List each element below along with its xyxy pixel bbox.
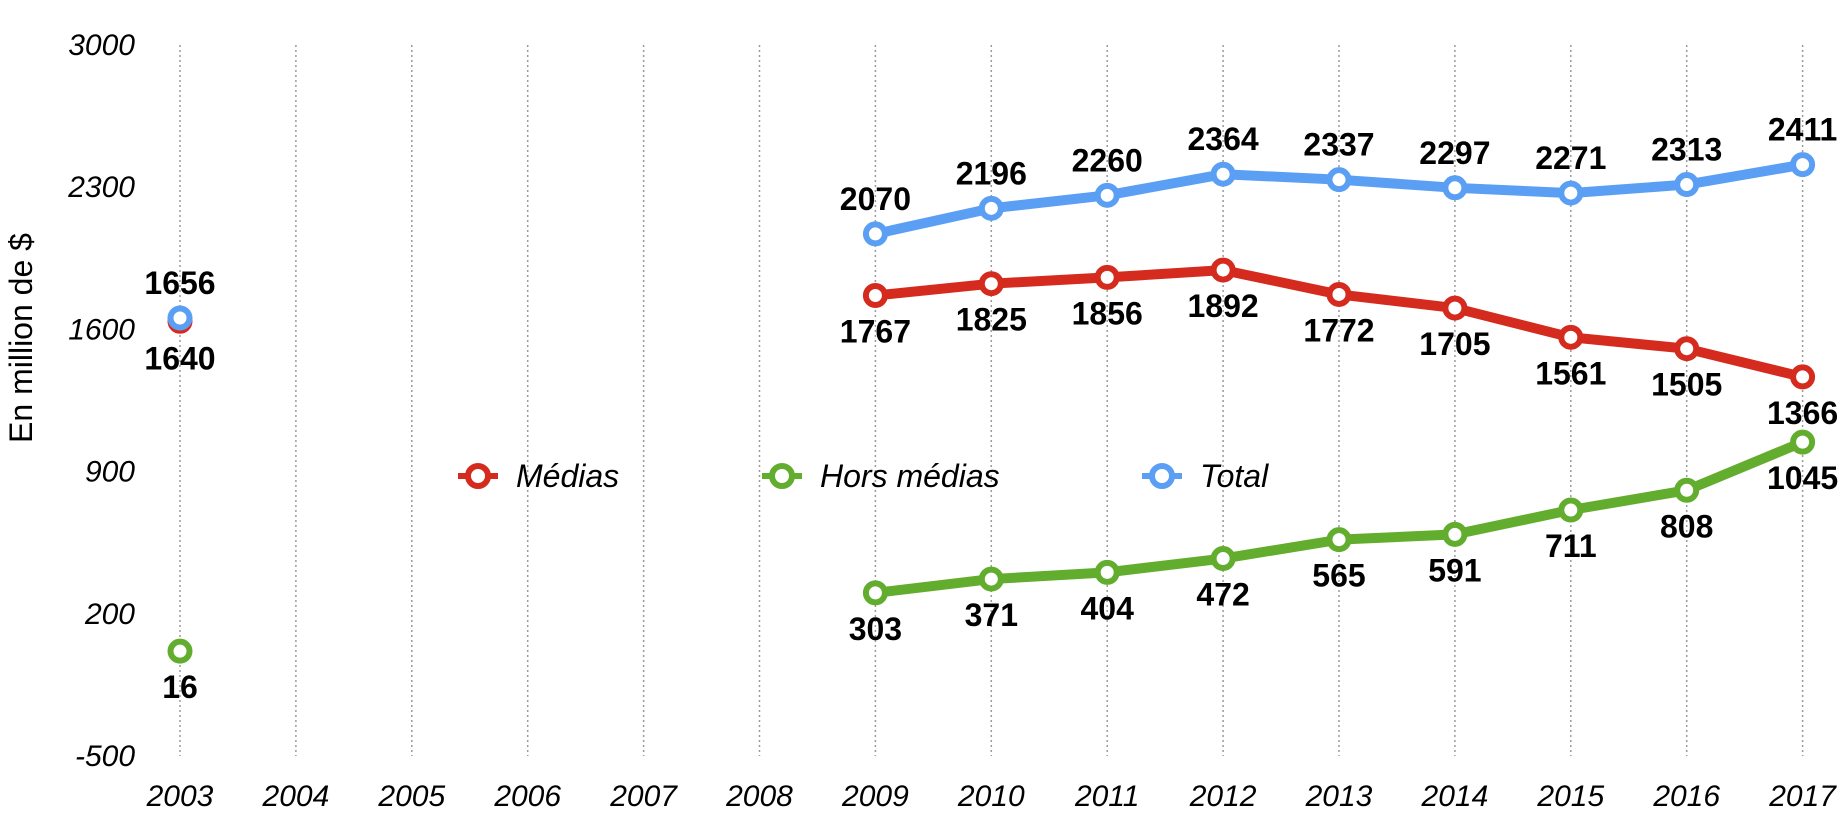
data-point [1210,257,1236,283]
y-tick-label: 1600 [68,313,135,346]
data-label: 1705 [1419,326,1490,362]
x-tick-label: 2003 [146,780,214,813]
data-label: 808 [1660,508,1713,544]
legend-swatch-marker [769,463,795,489]
data-point [1094,182,1120,208]
y-tick-label: -500 [75,740,135,773]
data-point [978,566,1004,592]
data-point [1558,497,1584,523]
y-tick-label: 200 [84,598,135,631]
data-point [1094,264,1120,290]
legend-swatch-marker [1149,463,1175,489]
data-label: 1767 [840,313,911,349]
data-point [1790,152,1816,178]
data-point [1790,364,1816,390]
data-point [1674,477,1700,503]
x-tick-label: 2016 [1652,780,1720,813]
data-label: 2196 [956,155,1027,191]
x-tick-label: 2015 [1536,780,1604,813]
data-point [1442,521,1468,547]
legend-label: Médias [516,458,619,494]
data-label: 1505 [1651,367,1722,403]
data-point [1558,180,1584,206]
x-tick-label: 2010 [957,780,1025,813]
data-label: 2411 [1768,112,1837,148]
legend-swatch-marker [465,463,491,489]
data-point [1442,175,1468,201]
data-label: 1640 [144,340,215,376]
data-label: 2313 [1651,132,1722,168]
series-markers [167,152,1816,664]
data-label: 565 [1312,558,1365,594]
x-tick-label: 2012 [1189,780,1257,813]
data-label: 1561 [1535,355,1606,391]
data-point [167,305,193,331]
x-tick-label: 2013 [1305,780,1373,813]
data-label: 1892 [1188,288,1259,324]
data-labels: 1640 1767 1825 1856 1892 1772 1705 1561 1505 1366… [144,112,1838,706]
data-point [1674,172,1700,198]
legend: Médias Hors médias Total [458,458,1269,494]
data-point [978,195,1004,221]
data-label: 2070 [840,181,911,217]
x-tick-label: 2005 [377,780,445,813]
data-label: 2271 [1535,140,1606,176]
data-point [862,282,888,308]
x-tick-label: 2004 [262,780,330,813]
data-point [1326,527,1352,553]
data-label: 1045 [1767,460,1838,496]
y-tick-label: 2300 [67,171,135,204]
data-label: 1772 [1303,312,1374,348]
legend-label: Hors médias [820,458,1000,494]
x-tick-label: 2006 [493,780,561,813]
data-label: 303 [849,611,902,647]
x-tick-label: 2014 [1421,780,1489,813]
x-tick-label: 2011 [1074,780,1140,813]
data-label: 2337 [1303,127,1374,163]
x-axis-ticks: 2003 2004 2005 2006 2007 2008 2009 2010 2011 2012… [146,780,1838,813]
x-tick-label: 2009 [841,780,909,813]
x-tick-label: 2007 [609,780,678,813]
y-tick-label: 3000 [68,29,135,62]
data-point [862,580,888,606]
data-label: 591 [1428,552,1481,588]
data-point [1210,546,1236,572]
data-label: 1656 [144,265,215,301]
data-point [1442,295,1468,321]
data-point [1326,281,1352,307]
data-label: 2260 [1072,142,1143,178]
data-label: 16 [162,669,198,705]
data-label: 711 [1545,528,1597,564]
y-axis-label: En million de $ [3,233,39,443]
x-tick-label: 2008 [725,780,793,813]
data-point [1326,167,1352,193]
data-point [1210,161,1236,187]
y-tick-label: 900 [85,456,135,489]
data-point [1674,336,1700,362]
data-point [978,271,1004,297]
data-label: 2364 [1188,121,1259,157]
data-label: 1825 [956,302,1027,338]
data-label: 1366 [1767,395,1838,431]
data-point [1558,324,1584,350]
data-point [1790,429,1816,455]
data-label: 1856 [1072,295,1143,331]
legend-label: Total [1200,458,1269,494]
x-tick-label: 2017 [1768,780,1837,813]
data-point [1094,559,1120,585]
data-label: 371 [965,597,1018,633]
y-axis-ticks: -500 200 900 1600 2300 3000 [67,29,135,773]
data-label: 404 [1081,590,1135,626]
data-point [167,638,193,664]
data-label: 2297 [1419,135,1490,171]
gridlines [179,45,1804,756]
data-label: 472 [1196,577,1249,613]
data-point [862,221,888,247]
